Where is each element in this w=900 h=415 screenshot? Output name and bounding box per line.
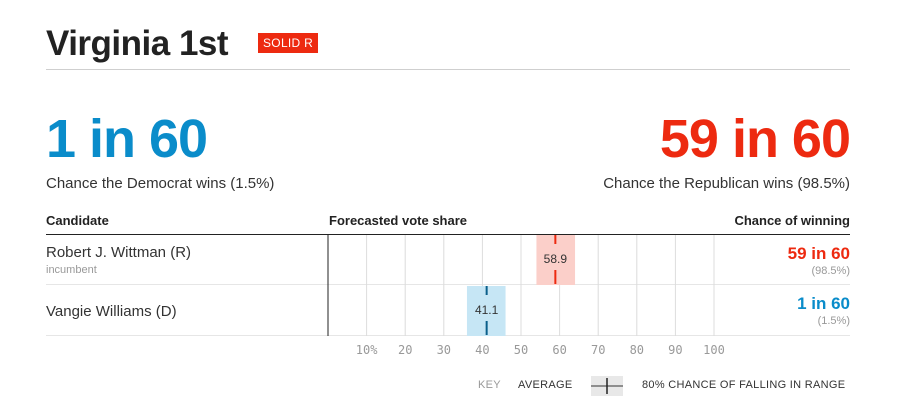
x-tick-label: 20 <box>398 343 412 357</box>
key-swatch <box>591 376 623 396</box>
candidate-name: Robert J. Wittman (R) <box>46 244 192 261</box>
rep-odds: 59 in 60 <box>659 109 851 169</box>
x-tick-label: 30 <box>437 343 451 357</box>
x-tick-label: 80 <box>630 343 644 357</box>
x-tick-label: 50 <box>514 343 528 357</box>
x-tick-label: 60 <box>552 343 566 357</box>
candidate-column-header: Candidate <box>46 213 109 228</box>
x-tick-label: 10% <box>356 343 378 357</box>
candidate-note: incumbent <box>46 264 97 276</box>
rep-caption: Chance the Republican wins (98.5%) <box>603 175 850 192</box>
rating-badge: SOLID R <box>258 33 319 53</box>
candidate-name: Vangie Williams (D) <box>46 303 177 320</box>
x-tick-label: 70 <box>591 343 605 357</box>
chance-percent: (1.5%) <box>817 315 850 327</box>
key-average-label: AVERAGE <box>518 379 573 391</box>
x-tick-label: 90 <box>668 343 682 357</box>
average-data-label: 58.9 <box>544 252 568 266</box>
average-data-label: 41.1 <box>475 303 499 317</box>
vote-share-column-header: Forecasted vote share <box>329 213 468 228</box>
chance-percent: (98.5%) <box>811 265 850 277</box>
race-title: Virginia 1st <box>46 24 229 63</box>
race-header: Virginia 1st SOLID R <box>46 22 850 70</box>
chance-odds: 1 in 60 <box>797 294 850 313</box>
key-label: KEY <box>478 379 501 391</box>
chance-column-header: Chance of winning <box>734 213 850 228</box>
header-divider <box>46 234 850 235</box>
dem-odds: 1 in 60 <box>46 109 208 169</box>
dem-caption: Chance the Democrat wins (1.5%) <box>46 175 275 192</box>
table-row: Vangie Williams (D) 1 in 60 (1.5%) <box>46 286 850 336</box>
key-range-label: 80% CHANCE OF FALLING IN RANGE <box>642 379 846 391</box>
table-row: Robert J. Wittman (R) incumbent 59 in 60… <box>46 235 850 285</box>
x-tick-label: 40 <box>475 343 489 357</box>
x-tick-label: 100 <box>703 343 725 357</box>
chance-odds: 59 in 60 <box>787 244 850 263</box>
